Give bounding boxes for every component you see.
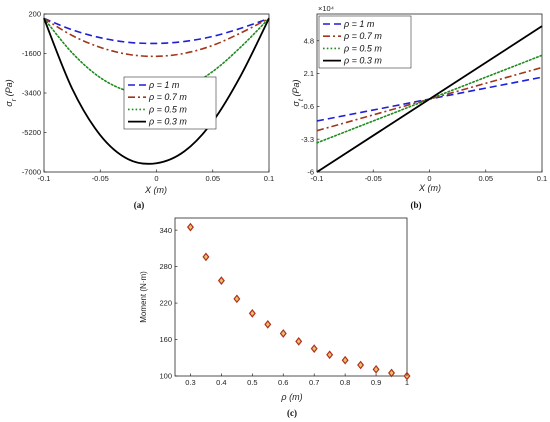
- panel-c-x-tick-label: 1: [405, 378, 409, 387]
- panel-b-y-tick-label: 4.8: [304, 36, 314, 45]
- panel-b-series-line-3: [316, 25, 543, 173]
- panel-c-data-point: [264, 319, 272, 329]
- panel-c-data-point: [372, 364, 380, 374]
- panel-b-y-tick-label: -3.3: [301, 135, 314, 144]
- panel-a-y-tick-label: -1600: [22, 49, 41, 58]
- panel-c-y-axis-label: Moment (N·m): [139, 271, 148, 323]
- panel-b-tangential-stress-chart: -0.1 -0.05 0 0.05 0.1 4.8 2.1 -0.6 -3.3 -6 ρ = 1…: [291, 4, 547, 210]
- panel-c-x-tick-label: 0.5: [247, 378, 257, 387]
- panel-b-x-tick-label: -0.1: [311, 174, 324, 183]
- panel-a-series-line-1: [43, 17, 270, 58]
- panel-b-series-line-2: [316, 54, 543, 144]
- panel-a-y-tick-label: -5200: [22, 128, 41, 137]
- panel-b-legend-label: ρ = 0.7 m: [343, 31, 382, 41]
- panel-a-y-tick-label: -7000: [22, 168, 41, 177]
- panel-b-y-multiplier: ×10⁴: [318, 4, 334, 13]
- panel-a-legend-label: ρ = 0.3 m: [148, 117, 187, 127]
- panel-c-y-tick-label: 160: [159, 335, 172, 344]
- panel-a-x-tick-label: 0.1: [264, 174, 274, 183]
- panel-b-legend: ρ = 1 m ρ = 0.7 m ρ = 0.5 m ρ = 0.3 m: [318, 15, 412, 69]
- panel-c-data-point: [186, 222, 194, 232]
- panel-c-data-point: [279, 329, 287, 338]
- panel-a-x-tick-label: -0.05: [92, 174, 109, 183]
- panel-b-legend-box: [318, 15, 412, 69]
- panel-a-y-tick-label: -3400: [22, 89, 41, 98]
- panel-c-x-tick-label: 0.7: [309, 378, 319, 387]
- panel-a-legend: ρ = 1 m ρ = 0.7 m ρ = 0.5 m ρ = 0.3 m: [123, 76, 217, 130]
- panel-c-y-tick-label: 340: [159, 226, 172, 235]
- panel-a-legend-label: ρ = 0.5 m: [148, 104, 187, 114]
- panel-a-x-tick-label: -0.1: [38, 174, 51, 183]
- panel-a-y-axis-label: σr (Pa): [4, 79, 18, 106]
- panel-c-x-tick-label: 0.4: [216, 378, 226, 387]
- panel-b-x-tick-label: 0.1: [537, 174, 547, 183]
- panel-b-y-tick-label: 2.1: [304, 69, 314, 78]
- panel-c-data-point: [248, 309, 256, 318]
- panel-c-data-point: [295, 337, 303, 346]
- panel-c-data-point: [233, 294, 241, 304]
- panel-a-x-tick-label: 0.05: [205, 174, 220, 183]
- panel-c-data-point: [310, 344, 318, 354]
- panel-b-x-tick-label: 0.05: [478, 174, 493, 183]
- panel-c-data-point: [341, 355, 349, 365]
- panel-a-y-tick-label: 200: [28, 10, 41, 19]
- panel-b-legend-label: ρ = 0.3 m: [343, 56, 382, 66]
- panel-a-legend-label: ρ = 0.7 m: [148, 92, 187, 102]
- panel-c-caption: (c): [287, 408, 297, 418]
- panel-a-legend-label: ρ = 1 m: [148, 80, 180, 90]
- panel-b-x-tick-label: 0: [427, 174, 431, 183]
- panel-a-series-line-0: [43, 17, 270, 45]
- panel-c-data-point: [217, 276, 225, 285]
- panel-a-caption: (a): [134, 200, 145, 210]
- panel-c-y-tick-label: 280: [159, 262, 172, 271]
- panel-c-x-tick-label: 0.8: [340, 378, 350, 387]
- panel-c-y-tick-label: 220: [159, 299, 172, 308]
- panel-c-x-tick-label: 0.6: [278, 378, 288, 387]
- panel-c-x-tick-label: 0.3: [185, 378, 195, 387]
- panel-c-y-tick-label: 100: [159, 372, 172, 381]
- panel-a-series-line-3: [43, 17, 270, 165]
- panel-c-data-point: [326, 350, 334, 360]
- panel-b-x-tick-label: -0.05: [365, 174, 382, 183]
- panel-b-y-axis-label: σt (Pa): [291, 80, 305, 107]
- panel-c-x-tick-label: 0.9: [371, 378, 381, 387]
- panel-b-caption: (b): [411, 200, 422, 210]
- panel-a-x-tick-label: 0: [154, 174, 158, 183]
- panel-b-legend-label: ρ = 0.5 m: [343, 43, 382, 53]
- panel-c-moment-chart: 0.3 0.4 0.5 0.6 0.7 0.8 0.9 1 100 160 220 280 340 ρ…: [139, 217, 411, 418]
- panel-b-x-axis-label: X (m): [418, 183, 441, 193]
- panel-c-data-point: [388, 368, 396, 378]
- panel-c-plot-frame: [174, 217, 408, 377]
- panel-b-y-tick-label: -0.6: [301, 102, 314, 111]
- panel-b-legend-label: ρ = 1 m: [343, 19, 375, 29]
- panel-a-x-axis-label: X (m): [144, 185, 167, 195]
- panel-a-radial-stress-chart: -0.1 -0.05 0 0.05 0.1 200 -1600 -3400 -5200 -700…: [4, 10, 274, 210]
- panel-c-data-point: [202, 252, 210, 262]
- panel-c-data-point: [357, 360, 365, 370]
- panel-c-x-axis-label: ρ (m): [280, 392, 302, 402]
- panel-b-y-tick-label: -6: [307, 168, 314, 177]
